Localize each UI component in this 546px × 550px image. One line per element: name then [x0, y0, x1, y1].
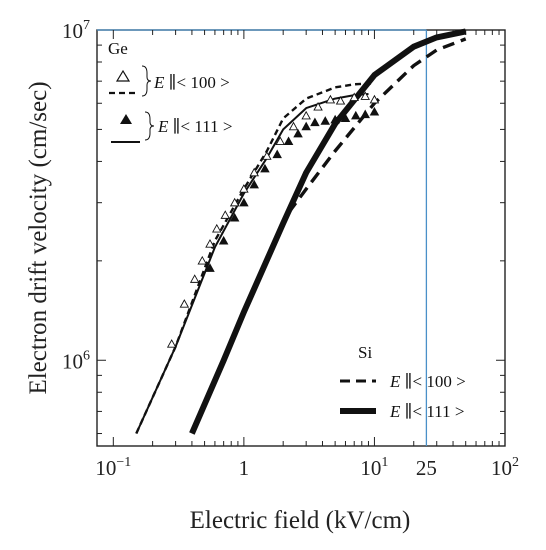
x-tick-1-base: 1 — [239, 456, 250, 480]
ge-100-data-point — [197, 255, 208, 265]
x-tick-label-25: 25 — [416, 456, 437, 480]
legend-si-row1-parallel: ∥ — [400, 372, 412, 391]
ge-100-data-point — [189, 274, 200, 283]
ge-100-data-point — [369, 94, 380, 104]
x-tick-2-base: 10 — [360, 456, 381, 480]
ge-100-data-point — [360, 91, 370, 100]
ge-111-data-point — [239, 197, 249, 207]
ge-100-data-point — [220, 210, 231, 219]
ticks — [97, 30, 506, 446]
ge-100-data-point — [325, 94, 336, 104]
x-tick-label-0: 10−1 — [95, 455, 131, 480]
ge-100-data-point — [275, 136, 286, 146]
x-tick-label-2: 101 — [360, 455, 388, 480]
ge-111-data-point — [330, 114, 340, 124]
ge-111-data-point — [310, 117, 320, 127]
legend-ge: Ge E ∥< 100 > E ∥< 111 > — [108, 39, 232, 143]
legend-si-row1-dir: < 100 > — [413, 372, 466, 391]
ge-100-data-point — [288, 121, 299, 131]
x-tick-0-base: 10 — [95, 456, 116, 480]
legend-ge-row2-vec: E — [157, 117, 169, 136]
markers — [166, 91, 380, 348]
x-tick-3-exp: 2 — [512, 455, 519, 470]
ge-111-data-point — [293, 128, 303, 138]
legend-ge-row1-vec: E — [153, 73, 165, 92]
x-axis-title: Electric field (kV/cm) — [190, 507, 411, 534]
ge-111-data-point — [205, 263, 215, 272]
ge-111-data-point — [229, 212, 240, 222]
ge-111-data-point — [218, 235, 229, 245]
ge-100-data-point — [335, 95, 346, 105]
reference-lines — [97, 29, 428, 446]
legend-si-row2-vec: E — [389, 402, 401, 421]
legend-si-row2-parallel: ∥ — [400, 402, 412, 421]
y-tick-label-6: 106 — [62, 348, 90, 373]
legend-si-row2-dir: < 111 > — [413, 402, 465, 421]
x-tick-3-base: 10 — [491, 456, 512, 480]
y-tick-label-7: 107 — [62, 18, 90, 43]
ge-100-data-point — [262, 151, 272, 160]
legend-ge-row1-dir: < 100 > — [177, 73, 230, 92]
ge-111-data-point — [272, 149, 282, 159]
ge-111-data-point — [351, 110, 361, 120]
legend-si: Si E ∥< 100 > E ∥< 111 > — [340, 343, 466, 421]
y-axis-title: Electron drift velocity (cm/sec) — [25, 81, 52, 394]
ge-100-data-point — [166, 339, 177, 348]
x-tick-label-1: 1 — [239, 456, 250, 480]
series-si-111-line — [189, 28, 467, 435]
y-tick-7-base: 10 — [62, 19, 83, 43]
x-tick-label-3: 102 — [491, 455, 519, 480]
ge-100-data-point — [229, 197, 240, 207]
legend-ge-row1-parallel: ∥ — [164, 73, 176, 92]
ge-100-data-point — [212, 223, 222, 233]
legend-ge-row2-dir: < 111 > — [181, 117, 233, 136]
ge-100-data-point — [349, 92, 359, 102]
x-tick-0-exp: −1 — [116, 455, 131, 470]
x-tick-2-exp: 1 — [381, 455, 388, 470]
legend-si-row2: E ∥< 111 > — [389, 402, 464, 421]
legend-ge-title: Ge — [108, 39, 128, 58]
y-tick-6-exp: 6 — [83, 348, 90, 363]
y-tick-6-base: 10 — [62, 349, 83, 373]
ge-111-data-point — [260, 163, 270, 173]
ge-111-data-point — [249, 179, 259, 189]
series-ge-111-line — [135, 93, 369, 434]
ge-100-data-point — [301, 110, 311, 120]
y-tick-7-exp: 7 — [83, 18, 90, 33]
legend-si-title: Si — [358, 343, 372, 362]
ge-100-data-point — [239, 184, 249, 193]
ge-100-data-point — [179, 299, 190, 308]
ge-100-data-point — [205, 239, 215, 248]
ge-111-data-point — [369, 106, 380, 116]
legend-ge-brace-1 — [141, 65, 152, 97]
legend-ge-row2-parallel: ∥ — [168, 117, 180, 136]
ge-111-data-point — [283, 136, 294, 146]
ge-111-data-point — [320, 116, 331, 125]
legend-ge-row2: E ∥< 111 > — [157, 117, 232, 136]
legend-si-row1-vec: E — [389, 372, 401, 391]
ge-100-data-point — [249, 167, 259, 177]
ge-111-data-point — [301, 121, 311, 131]
legend-ge-brace-2 — [144, 111, 155, 141]
ge-111-data-point — [340, 113, 351, 123]
legend-ge-open-triangle-icon — [115, 69, 131, 82]
legend-ge-row1: E ∥< 100 > — [153, 73, 230, 92]
ge-111-data-point — [360, 109, 370, 119]
legend-ge-filled-triangle-icon — [120, 114, 132, 124]
series-ge-100-line — [135, 82, 375, 434]
ge-100-data-point — [313, 101, 323, 111]
legend-si-row1: E ∥< 100 > — [389, 372, 466, 391]
